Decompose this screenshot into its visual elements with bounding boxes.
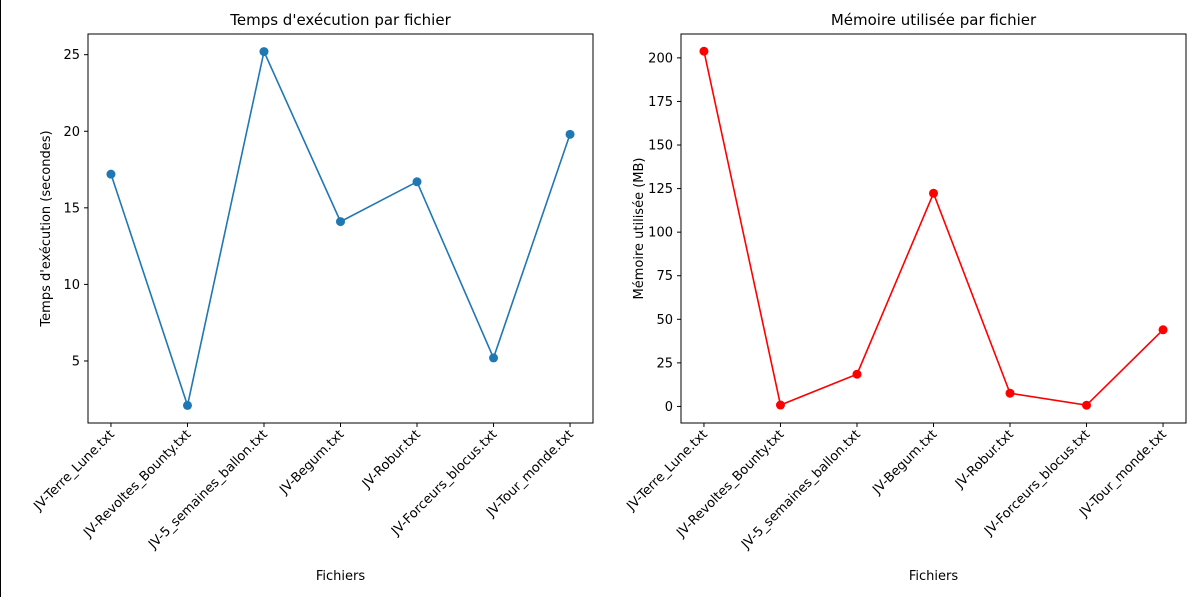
x-tick-label: JV-Tour_monde.txt bbox=[1076, 427, 1170, 521]
x-tick-label: JV-Terre_Lune.txt bbox=[31, 427, 118, 514]
x-axis-label: Fichiers bbox=[316, 569, 365, 584]
x-tick-label: JV-Begum.txt bbox=[869, 427, 940, 498]
chart-memory: Mémoire utilisée par fichier 0 25 50 75 100 12… bbox=[624, 11, 1187, 584]
y-tick-label: 175 bbox=[648, 95, 673, 110]
data-point bbox=[1005, 388, 1015, 398]
y-tick-label: 25 bbox=[63, 48, 80, 63]
chart-title: Temps d'exécution par fichier bbox=[229, 11, 451, 29]
data-point bbox=[489, 353, 499, 363]
y-tick-label: 100 bbox=[648, 226, 673, 241]
data-point bbox=[259, 47, 269, 57]
data-point bbox=[412, 177, 422, 187]
y-tick-label: 15 bbox=[63, 201, 80, 216]
chart-title: Mémoire utilisée par fichier bbox=[831, 11, 1037, 29]
data-point bbox=[699, 46, 709, 56]
y-tick-label: 50 bbox=[656, 313, 673, 328]
axes-frame bbox=[680, 33, 1187, 424]
data-point bbox=[1158, 325, 1168, 335]
x-tick-label: JV-Begum.txt bbox=[276, 427, 347, 498]
left-edge-line bbox=[0, 0, 1, 597]
y-tick-label: 20 bbox=[63, 125, 80, 140]
y-tick-label: 10 bbox=[63, 278, 80, 293]
data-point bbox=[775, 400, 785, 410]
data-point bbox=[852, 369, 862, 379]
series-line bbox=[110, 49, 571, 409]
y-tick-label: 125 bbox=[648, 182, 673, 197]
axes-frame bbox=[87, 33, 594, 424]
data-point bbox=[1082, 400, 1092, 410]
x-tick-label: JV-Tour_monde.txt bbox=[483, 427, 577, 521]
y-tick-label: 75 bbox=[656, 269, 673, 284]
x-tick-label: JV-Robur.txt bbox=[952, 427, 1017, 492]
x-tick-label: JV-Robur.txt bbox=[359, 427, 424, 492]
y-tick-label: 0 bbox=[665, 400, 673, 415]
data-point bbox=[106, 169, 116, 179]
y-tick-label: 5 bbox=[72, 354, 80, 369]
x-tick-label: JV-Terre_Lune.txt bbox=[624, 427, 711, 514]
data-point bbox=[182, 400, 192, 410]
y-tick-label: 150 bbox=[648, 139, 673, 154]
data-point bbox=[565, 129, 575, 139]
chart-time: Temps d'exécution par fichier 5 10 15 20 25 JV… bbox=[31, 11, 594, 584]
data-point bbox=[929, 188, 938, 198]
x-axis-label: Fichiers bbox=[909, 569, 958, 584]
data-point bbox=[336, 217, 345, 227]
y-axis-label: Mémoire utilisée (MB) bbox=[632, 158, 647, 300]
y-axis-label: Temps d'exécution (secondes) bbox=[39, 130, 54, 327]
y-tick-label: 25 bbox=[656, 356, 673, 371]
y-tick-label: 200 bbox=[648, 51, 673, 66]
series-line bbox=[703, 51, 1164, 407]
